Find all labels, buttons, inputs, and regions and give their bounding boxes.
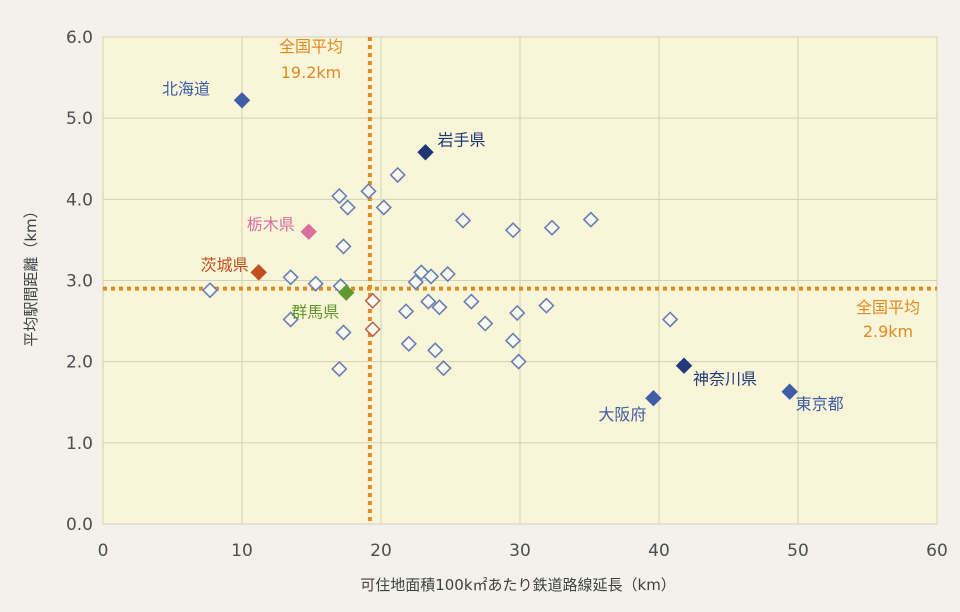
data-point <box>420 293 437 310</box>
point-label: 東京都 <box>796 395 844 414</box>
data-point <box>543 219 561 236</box>
point-label: 茨城県 <box>201 255 249 274</box>
x-axis-title: 可住地面積100k㎡あたり鉄道路線延長（km） <box>360 576 676 594</box>
data-point <box>364 321 381 338</box>
data-point <box>422 268 440 285</box>
data-point <box>397 303 415 320</box>
data-point <box>509 304 526 322</box>
data-point <box>400 335 417 352</box>
data-point <box>375 199 392 216</box>
y-tick-label: 2.0 <box>66 353 93 373</box>
average-reference-lines <box>103 37 937 524</box>
data-point <box>510 353 527 370</box>
x-average-label-line2: 19.2km <box>281 63 341 82</box>
y-tick-label: 3.0 <box>66 272 93 292</box>
data-point-highlighted <box>781 383 798 400</box>
y-tick-label: 0.0 <box>66 515 93 535</box>
data-point <box>582 211 600 228</box>
data-point <box>427 342 444 359</box>
data-point <box>331 360 348 378</box>
x-tick-label: 60 <box>926 541 948 561</box>
x-axis-ticks: 0 10 20 30 40 50 60 <box>98 541 948 561</box>
data-point-highlighted <box>338 284 355 301</box>
x-tick-label: 50 <box>787 541 809 561</box>
data-point <box>282 269 299 286</box>
data-point-highlighted <box>645 389 662 407</box>
x-tick-label: 30 <box>509 541 531 561</box>
y-average-label-line1: 全国平均 <box>856 298 920 317</box>
data-points <box>201 92 798 407</box>
y-tick-label: 6.0 <box>66 28 93 48</box>
data-point <box>201 282 219 299</box>
data-point <box>335 238 352 255</box>
y-tick-label: 4.0 <box>66 190 93 210</box>
x-tick-label: 10 <box>231 541 253 561</box>
data-point <box>389 166 406 184</box>
y-axis-ticks: 0.0 1.0 2.0 3.0 4.0 5.0 6.0 <box>66 28 93 535</box>
data-point-highlighted <box>233 92 251 109</box>
y-average-label-line2: 2.9km <box>863 322 913 341</box>
data-point <box>504 222 522 239</box>
point-label: 群馬県 <box>291 303 339 322</box>
data-point <box>364 292 381 309</box>
point-label: 岩手県 <box>437 130 485 149</box>
data-point <box>431 299 448 316</box>
data-point-highlighted <box>417 144 434 161</box>
x-tick-label: 20 <box>370 541 392 561</box>
x-average-label-line1: 全国平均 <box>279 37 343 56</box>
data-point <box>463 293 480 310</box>
data-point-highlighted <box>300 223 317 241</box>
data-point <box>335 324 352 341</box>
y-tick-label: 5.0 <box>66 109 93 129</box>
data-point-highlighted <box>675 357 693 374</box>
data-point <box>538 297 555 314</box>
data-point-highlighted <box>250 264 267 281</box>
point-label: 神奈川県 <box>693 370 757 389</box>
data-point <box>661 311 679 328</box>
point-label: 大阪府 <box>598 405 646 424</box>
x-tick-label: 0 <box>98 541 109 561</box>
y-axis-title: 平均駅間距離（km） <box>22 203 40 346</box>
point-label: 北海道 <box>162 79 210 98</box>
x-tick-label: 40 <box>648 541 670 561</box>
data-point <box>477 315 494 332</box>
data-point <box>307 275 324 292</box>
y-tick-label: 1.0 <box>66 434 93 454</box>
data-point <box>454 212 472 229</box>
point-label: 栃木県 <box>247 215 295 234</box>
data-point <box>282 311 299 328</box>
data-point <box>439 265 456 283</box>
data-point <box>435 360 452 377</box>
data-point <box>407 273 424 291</box>
data-point <box>360 183 377 200</box>
data-point <box>331 187 348 205</box>
data-point <box>504 332 522 349</box>
data-point <box>339 199 356 216</box>
